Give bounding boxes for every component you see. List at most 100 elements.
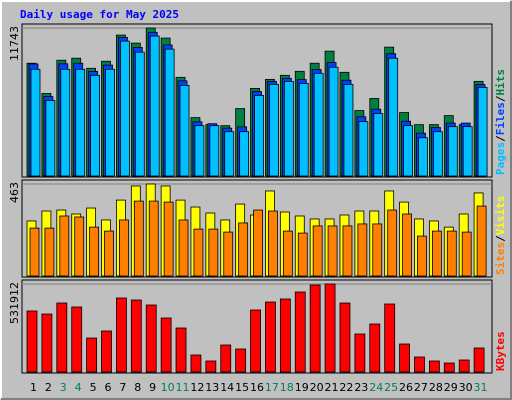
bar	[205, 360, 217, 373]
bar	[164, 48, 175, 177]
bar	[44, 227, 55, 277]
bar	[458, 359, 470, 373]
bar	[254, 95, 264, 177]
x-tick-label: 28	[429, 381, 443, 394]
bar	[269, 83, 279, 177]
legend: Sites/Visits	[494, 196, 507, 276]
x-tick-label: 10	[161, 381, 175, 394]
bar	[373, 113, 384, 177]
bar	[265, 301, 276, 373]
bar	[282, 230, 293, 277]
bar	[119, 219, 129, 277]
x-tick-label: 29	[444, 381, 458, 394]
bar	[384, 303, 396, 373]
bar	[179, 84, 190, 177]
bar	[105, 68, 115, 177]
bar	[342, 225, 353, 277]
legend-entry: Sites	[494, 242, 507, 275]
bar	[372, 223, 383, 277]
bar	[357, 223, 368, 277]
bar	[175, 327, 187, 373]
bar	[160, 317, 172, 373]
bar	[358, 121, 369, 177]
bar	[101, 330, 112, 373]
x-tick-label: 30	[459, 381, 473, 394]
y-max-label: 463	[8, 182, 21, 203]
bar	[220, 344, 232, 373]
x-tick-label: 6	[104, 381, 111, 394]
bar	[279, 298, 291, 373]
x-tick-label: 19	[295, 381, 309, 394]
bar	[208, 228, 219, 277]
x-tick-label: 11	[175, 381, 189, 394]
bar	[399, 343, 410, 373]
bar	[328, 66, 339, 177]
x-tick-label: 12	[190, 381, 204, 394]
bar	[71, 306, 83, 373]
bar	[190, 354, 202, 373]
bar	[447, 126, 458, 177]
bar	[476, 205, 487, 277]
legend-entry: Pages	[494, 142, 507, 175]
chart-title: Daily usage for May 2025	[20, 8, 179, 21]
bar	[250, 309, 261, 373]
x-tick-label: 1	[30, 381, 37, 394]
bar	[26, 310, 38, 373]
bar	[209, 125, 220, 177]
bar	[297, 232, 308, 277]
bar	[148, 200, 159, 277]
bar	[414, 356, 425, 373]
bar	[343, 83, 354, 177]
legend-entry: Visits	[494, 196, 507, 236]
bar	[59, 215, 70, 277]
legend-entry: Hits	[494, 69, 507, 96]
bar	[443, 362, 455, 373]
bar	[403, 125, 413, 177]
bar	[388, 57, 399, 177]
bar	[223, 231, 234, 277]
bar	[294, 291, 306, 373]
bar	[402, 213, 412, 277]
bar	[41, 313, 53, 373]
x-tick-label: 8	[134, 381, 141, 394]
x-tick-label: 13	[205, 381, 219, 394]
x-tick-label: 20	[310, 381, 324, 394]
x-tick-label: 27	[414, 381, 428, 394]
bar	[387, 209, 398, 277]
bar	[75, 68, 86, 177]
x-tick-label: 17	[265, 381, 279, 394]
bar	[418, 137, 428, 177]
x-tick-label: 2	[45, 381, 52, 394]
x-tick-label: 31	[474, 381, 488, 394]
bar	[417, 235, 427, 277]
bar	[74, 216, 85, 277]
bar	[86, 337, 98, 373]
bar	[461, 231, 472, 277]
bar	[130, 299, 142, 373]
legend-separator: /	[494, 135, 507, 142]
bar	[253, 209, 263, 277]
x-tick-label: 4	[75, 381, 82, 394]
x-tick-label: 16	[250, 381, 264, 394]
bar	[428, 360, 440, 373]
bar	[298, 82, 309, 177]
x-tick-label: 21	[325, 381, 339, 394]
x-tick-label: 23	[354, 381, 368, 394]
bar	[56, 302, 68, 373]
bar	[134, 51, 145, 177]
bar	[283, 80, 294, 177]
bar	[149, 35, 160, 177]
bar	[313, 72, 324, 177]
bar	[339, 302, 351, 373]
bar	[477, 86, 488, 177]
bar	[324, 283, 336, 373]
bar	[309, 284, 321, 373]
bar	[90, 74, 101, 177]
x-tick-label: 7	[119, 381, 126, 394]
bar	[60, 68, 71, 177]
bar	[145, 304, 157, 373]
bar	[369, 323, 381, 373]
